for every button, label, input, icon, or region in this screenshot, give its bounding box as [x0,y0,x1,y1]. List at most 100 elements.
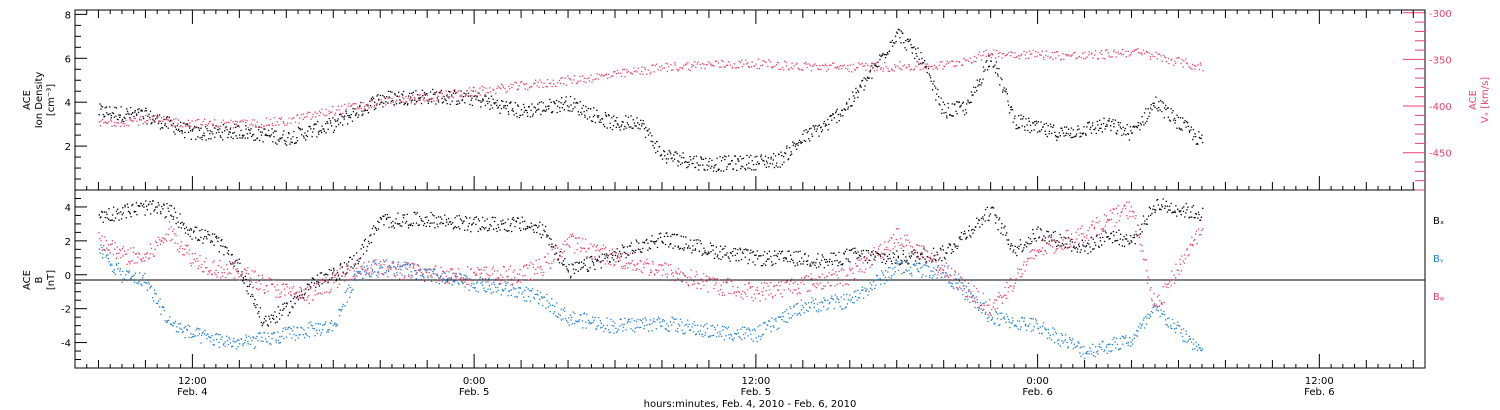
vx-series-point [1065,53,1067,56]
by-series-point [136,282,138,284]
by-series-point [839,305,841,308]
by-series-point [865,290,867,292]
density-series-point [152,115,154,117]
vx-series-point [1088,54,1090,56]
by-series-point [632,329,634,332]
by-series-point [326,331,328,333]
bx-series-point [659,236,662,239]
by-series-point [164,320,166,322]
vx-series-point [818,68,820,71]
vx-series-point [338,109,340,111]
vx-series-point [362,102,364,104]
by-series-point [102,253,104,255]
density-series-point [518,116,520,119]
bx-series-point [386,217,388,220]
vx-series-point [573,79,575,81]
density-series-point [894,42,896,44]
density-series-point [594,121,597,124]
by-series-point [631,317,633,320]
by-series-point [799,312,801,314]
bx-series-point [1007,243,1009,245]
density-series-point [686,167,688,169]
vx-series-point [265,117,267,119]
density-series-point [1036,122,1038,124]
density-series-point [796,143,798,145]
vx-series-point [875,62,877,64]
x-tick-time: 12:00 [1305,376,1334,387]
bx-series-point [303,297,305,299]
by-series-point [483,290,485,292]
bx-series-point [1012,251,1014,253]
density-series-point [734,155,736,157]
vx-series-point [247,126,249,129]
by-series-point [840,296,842,298]
density-series-point [615,120,617,122]
vx-series-point [641,66,643,68]
density-series-point [563,109,565,111]
density-series-point [568,106,570,108]
vx-series-point [921,63,923,65]
bx-series-point [1110,232,1112,235]
vx-series-point [1148,52,1150,54]
bx-series-point [426,216,428,218]
vx-series-point [996,50,998,52]
density-series-point [892,42,895,44]
by-series-point [338,309,340,311]
bx-series-point [541,224,544,226]
by-series-point [231,346,233,348]
bx-series-point [361,244,363,246]
vx-series-point [495,92,497,95]
by-series-point [346,301,348,303]
density-series-point [625,127,627,129]
vx-series-point [685,63,687,65]
vx-series-point [367,103,369,105]
density-series-point [370,97,372,100]
by-series-point [826,309,828,311]
bx-series-point [166,203,168,205]
by-series-point [222,344,225,346]
bx-series-point [193,230,195,232]
bx-series-point [802,263,804,265]
vx-series-point [1050,56,1052,58]
by-series-point [505,284,507,287]
density-series-point [687,166,689,168]
vx-series-point [1182,66,1184,68]
bx-series-point [491,216,493,219]
by-series-point [411,275,413,277]
vx-series-point [1045,54,1047,57]
vx-series-point [751,61,753,63]
bx-series-point [617,260,620,262]
density-series-point [174,126,176,128]
density-series-point [1113,126,1115,128]
bx-series-point [792,259,794,262]
bx-series-point [719,245,722,247]
vx-series-point [856,67,858,69]
bx-series-point [153,210,155,212]
bx-series-point [1087,252,1089,255]
density-series-point [1080,135,1082,137]
density-series-point [962,110,964,112]
bx-series-point [424,216,426,219]
density-series-point [673,158,676,160]
vx-series-point [1099,52,1101,54]
by-series-point [847,299,850,301]
bx-series-point [682,236,685,238]
density-series-point [1133,126,1136,128]
bx-series-point [695,239,697,241]
vx-series-point [913,69,915,71]
vx-series-point [123,125,125,127]
bx-series-point [1110,232,1113,234]
by-series-point [827,299,829,301]
by-series-point [875,284,877,286]
bx-series-point [1038,236,1041,238]
by-series-point [669,321,671,323]
vx-series-point [380,99,383,101]
density-series-point [933,80,935,82]
by-series-point [174,320,177,322]
bx-series-point [297,299,300,301]
vx-series-point [124,123,126,125]
vx-series-point [228,122,230,124]
bx-series-point [350,266,352,268]
vx-series-point [241,119,243,121]
density-series-point [573,102,575,104]
